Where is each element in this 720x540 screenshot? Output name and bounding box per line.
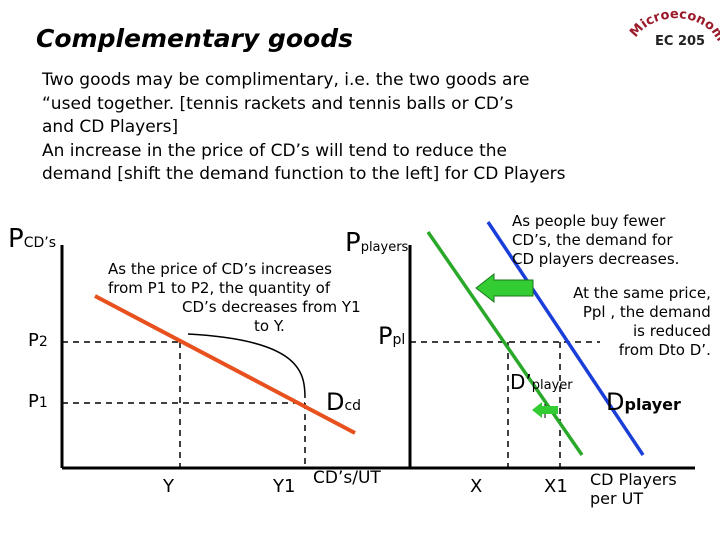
demand-cd-line <box>94 294 356 435</box>
intro-text: Two goods may be complimentary, i.e. the… <box>42 69 642 187</box>
cd-annotation: As the price of CD’s increases from P1 t… <box>108 260 361 335</box>
right-y-axis-label: Pplayers <box>345 228 409 258</box>
intro-line: demand [shift the demand function to the… <box>42 164 566 184</box>
logo-course: EC 205 <box>655 34 706 49</box>
left-x-axis-label: CD’s/UT <box>313 468 381 488</box>
p2-label: P2 <box>28 330 48 351</box>
shift-arrow-icon <box>475 272 534 304</box>
intro-line: and CD Players] <box>42 117 179 137</box>
player-note-top: As people buy fewer CD’s, the demand for… <box>512 212 680 268</box>
intro-line: An increase in the price of CD’s will te… <box>42 140 507 161</box>
x1-label: X1 <box>544 476 568 497</box>
ppl-label: Ppl <box>378 322 406 350</box>
intro-line: “used together. [tennis rackets and tenn… <box>42 93 514 114</box>
y-label: Y <box>163 476 174 497</box>
p1-label: P1 <box>28 391 48 412</box>
right-x-axis-label: CD Players per UT <box>590 470 677 508</box>
intro-line: Two goods may be complimentary, i.e. the… <box>42 70 530 90</box>
page-title: Complementary goods <box>36 24 353 53</box>
demand-player-new-line <box>426 231 584 456</box>
y1-label: Y1 <box>273 476 296 497</box>
x-label: X <box>470 476 483 497</box>
demand-cd-label: Dcd <box>326 388 362 416</box>
demand-player-old-line <box>486 221 645 456</box>
small-left-arrow-icon <box>532 402 558 418</box>
new-demand-label: D’player <box>510 370 573 394</box>
old-demand-label: Dplayer <box>606 388 681 416</box>
movement-arc <box>187 333 306 399</box>
left-y-axis-label: PCD’s <box>8 224 56 254</box>
player-note-bottom: At the same price, Ppl , the demand is r… <box>573 284 711 359</box>
